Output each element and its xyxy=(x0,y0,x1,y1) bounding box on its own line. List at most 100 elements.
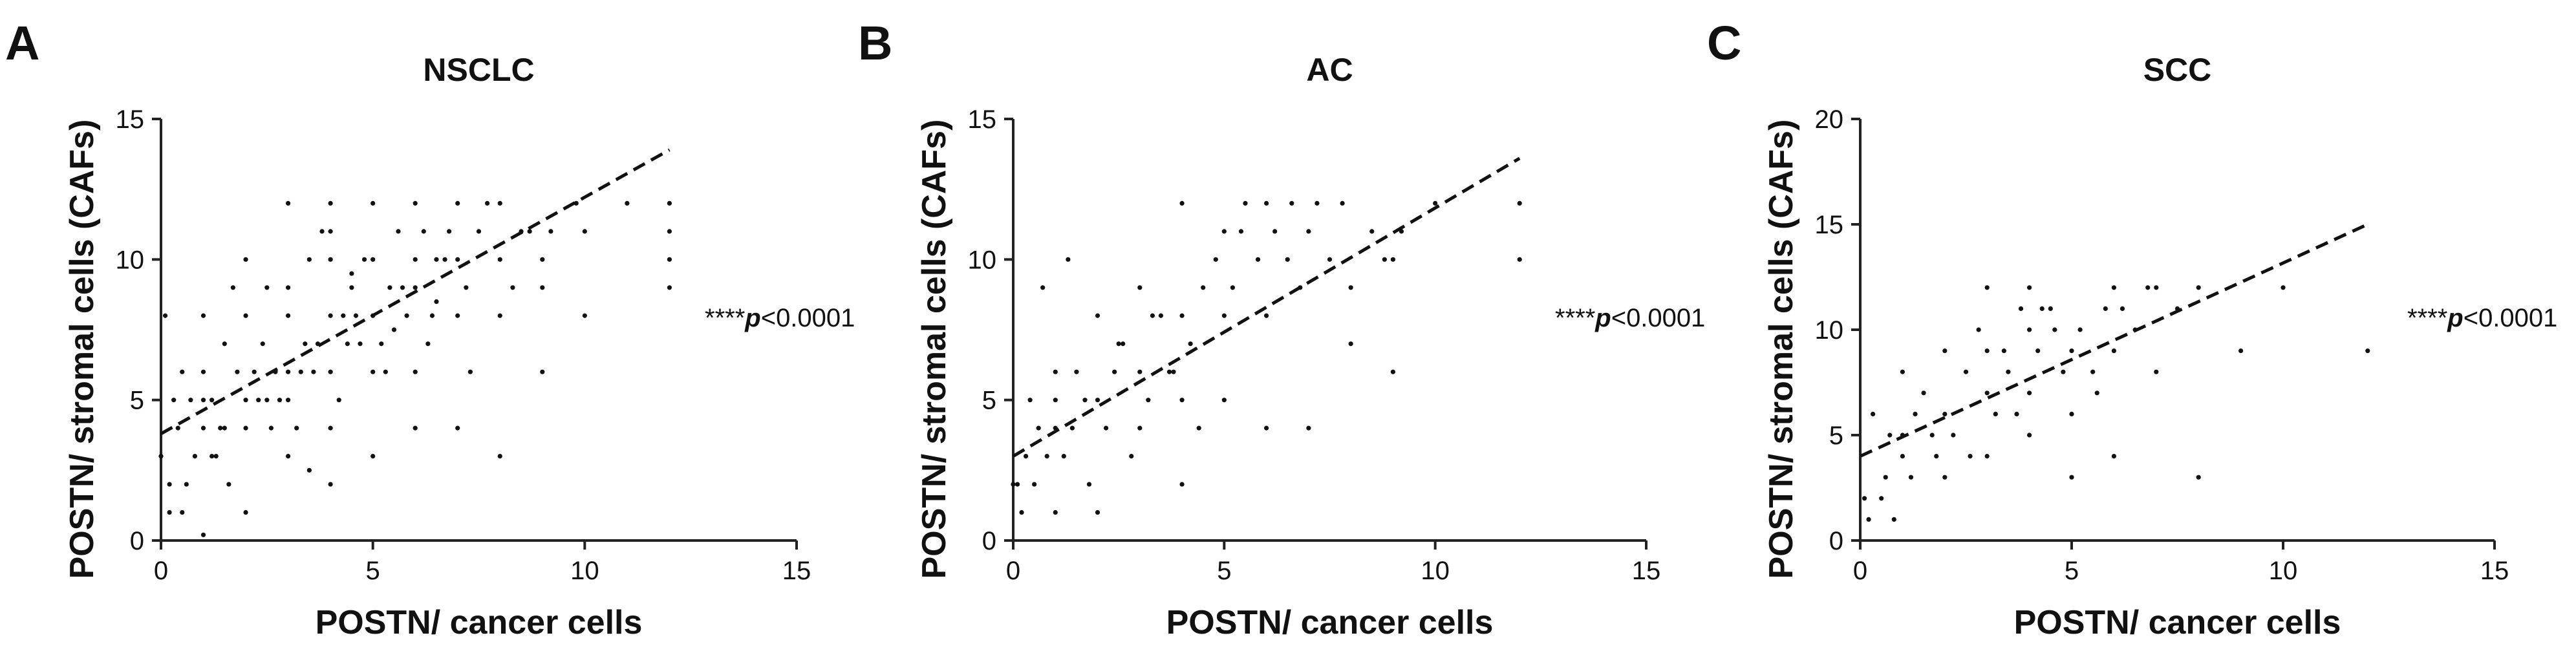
data-point xyxy=(413,257,418,262)
y-tick-label: 5 xyxy=(982,387,996,415)
data-point xyxy=(345,341,350,347)
p-value-threshold: <0.0001 xyxy=(761,304,855,332)
data-point xyxy=(413,369,418,374)
data-point xyxy=(2069,348,2074,354)
data-point xyxy=(527,229,532,234)
chart-panel-c: C SCC 0 5 10 15 0 5 10 15 20 POSTN/ cancer cells POS… xyxy=(1707,16,2557,641)
data-point xyxy=(1129,454,1134,459)
panel-letter: B xyxy=(858,16,892,70)
data-point xyxy=(1137,369,1143,374)
x-tick-label: 15 xyxy=(1632,557,1661,585)
data-point xyxy=(1390,369,1395,374)
y-tick-label: 15 xyxy=(1815,211,1844,239)
data-point xyxy=(2014,411,2019,417)
y-tick-label: 10 xyxy=(1815,316,1844,345)
data-point xyxy=(2111,454,2116,459)
data-point xyxy=(1166,369,1172,374)
data-point xyxy=(2061,369,2066,374)
data-point xyxy=(328,229,333,234)
data-point xyxy=(200,532,206,537)
data-point xyxy=(162,313,168,318)
data-point xyxy=(370,369,376,374)
data-point xyxy=(328,369,333,374)
data-point xyxy=(1934,454,1939,459)
data-point xyxy=(425,341,431,347)
data-point xyxy=(264,398,270,403)
data-point xyxy=(2111,285,2116,290)
data-point xyxy=(1061,454,1066,459)
x-tick-label: 10 xyxy=(570,557,599,585)
data-point xyxy=(497,257,502,262)
data-point xyxy=(1862,496,1867,501)
data-point xyxy=(383,369,388,374)
data-point xyxy=(1984,285,1990,290)
data-point xyxy=(184,482,189,487)
regression-line xyxy=(1012,156,1521,458)
data-point xyxy=(341,313,346,318)
data-point xyxy=(328,425,333,431)
data-point xyxy=(429,313,435,318)
data-point xyxy=(1019,509,1024,515)
data-point xyxy=(413,425,418,431)
y-axis-label: POSTN/ stromal cells (CAFs) xyxy=(1763,120,1800,579)
data-point xyxy=(1066,257,1071,262)
data-point xyxy=(264,285,270,290)
data-point xyxy=(667,200,672,206)
data-point xyxy=(625,200,630,206)
data-point xyxy=(497,313,502,318)
p-value-annotation: ****p<0.0001 xyxy=(705,304,855,332)
data-point xyxy=(1942,475,1948,480)
data-point xyxy=(303,341,308,347)
data-point xyxy=(455,425,460,431)
data-point xyxy=(467,369,473,374)
data-point xyxy=(1146,398,1151,403)
data-point xyxy=(1433,200,1438,206)
data-point xyxy=(413,285,418,290)
data-point xyxy=(294,425,299,431)
data-point xyxy=(1340,200,1345,206)
data-point xyxy=(497,454,502,459)
panel-letter: C xyxy=(1707,16,1741,70)
data-point xyxy=(2018,306,2024,311)
data-point xyxy=(370,454,376,459)
data-point xyxy=(2077,327,2083,332)
x-tick-label: 5 xyxy=(366,557,380,585)
x-axis-label: POSTN/ cancer cells xyxy=(316,604,643,641)
data-point xyxy=(1517,200,1522,206)
data-point xyxy=(1137,285,1143,290)
data-point xyxy=(243,398,248,403)
x-axis-label: POSTN/ cancer cells xyxy=(1166,604,1494,641)
data-point xyxy=(1984,454,1990,459)
data-point xyxy=(226,482,231,487)
data-point xyxy=(1348,285,1353,290)
data-point xyxy=(379,341,384,347)
data-point xyxy=(1032,482,1037,487)
data-point xyxy=(476,229,482,234)
data-point xyxy=(328,257,333,262)
data-point xyxy=(1221,313,1227,318)
data-point xyxy=(200,369,206,374)
data-point xyxy=(230,285,236,290)
data-point xyxy=(2027,327,2032,332)
y-axis-label: POSTN/ stromal cells (CAFs) xyxy=(916,120,953,579)
data-point xyxy=(277,398,283,403)
data-point xyxy=(400,285,405,290)
data-point xyxy=(1023,454,1029,459)
data-point xyxy=(252,369,257,374)
data-point xyxy=(358,341,363,347)
data-point xyxy=(306,257,312,262)
data-point xyxy=(222,425,227,431)
data-point xyxy=(2103,306,2108,311)
p-value-stars: **** xyxy=(2407,304,2447,332)
regression-line xyxy=(1859,222,2368,458)
x-axis-label: POSTN/ cancer cells xyxy=(2014,604,2341,641)
data-point xyxy=(1179,398,1185,403)
data-point xyxy=(667,257,672,262)
regression-line xyxy=(160,148,671,436)
data-point xyxy=(1053,509,1058,515)
data-point xyxy=(1900,369,1905,374)
p-value-annotation: ****p<0.0001 xyxy=(1555,304,1705,332)
data-point xyxy=(2094,391,2099,396)
data-point xyxy=(1976,327,1981,332)
